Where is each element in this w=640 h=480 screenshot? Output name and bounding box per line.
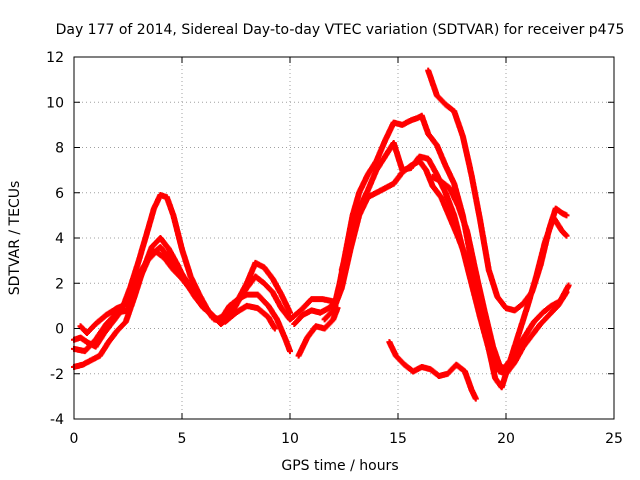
data-points <box>71 67 572 402</box>
series-points <box>338 140 509 373</box>
x-tick-label: 15 <box>389 431 407 447</box>
y-tick-label: 12 <box>46 50 64 66</box>
axis-ticks: 0 5 10 15 20 25 -4 -2 0 2 4 6 8 10 12 <box>46 50 623 447</box>
series-points <box>295 305 341 359</box>
y-tick-label: 4 <box>55 231 64 247</box>
x-axis-label: GPS time / hours <box>281 458 398 474</box>
series-points <box>386 339 479 402</box>
series-track <box>295 305 341 359</box>
series-points <box>291 112 572 391</box>
series-track <box>386 339 479 402</box>
grid <box>74 57 614 419</box>
chart-title: Day 177 of 2014, Sidereal Day-to-day VTE… <box>56 22 625 38</box>
y-tick-label: 6 <box>55 186 64 202</box>
y-tick-label: 10 <box>46 95 64 111</box>
y-tick-label: 2 <box>55 276 64 292</box>
x-tick-label: 20 <box>497 431 515 447</box>
series-track <box>291 112 572 391</box>
series-track <box>429 173 570 375</box>
x-tick-label: 10 <box>281 431 299 447</box>
series-points <box>429 173 570 375</box>
series-track <box>338 140 509 373</box>
y-tick-label: -2 <box>50 367 64 383</box>
x-tick-label: 0 <box>70 431 79 447</box>
x-tick-label: 25 <box>605 431 623 447</box>
y-axis-label: SDTVAR / TECUs <box>7 181 23 296</box>
x-tick-label: 5 <box>178 431 187 447</box>
y-tick-label: 8 <box>55 141 64 157</box>
y-tick-label: 0 <box>55 322 64 338</box>
y-tick-label: -4 <box>50 412 64 428</box>
